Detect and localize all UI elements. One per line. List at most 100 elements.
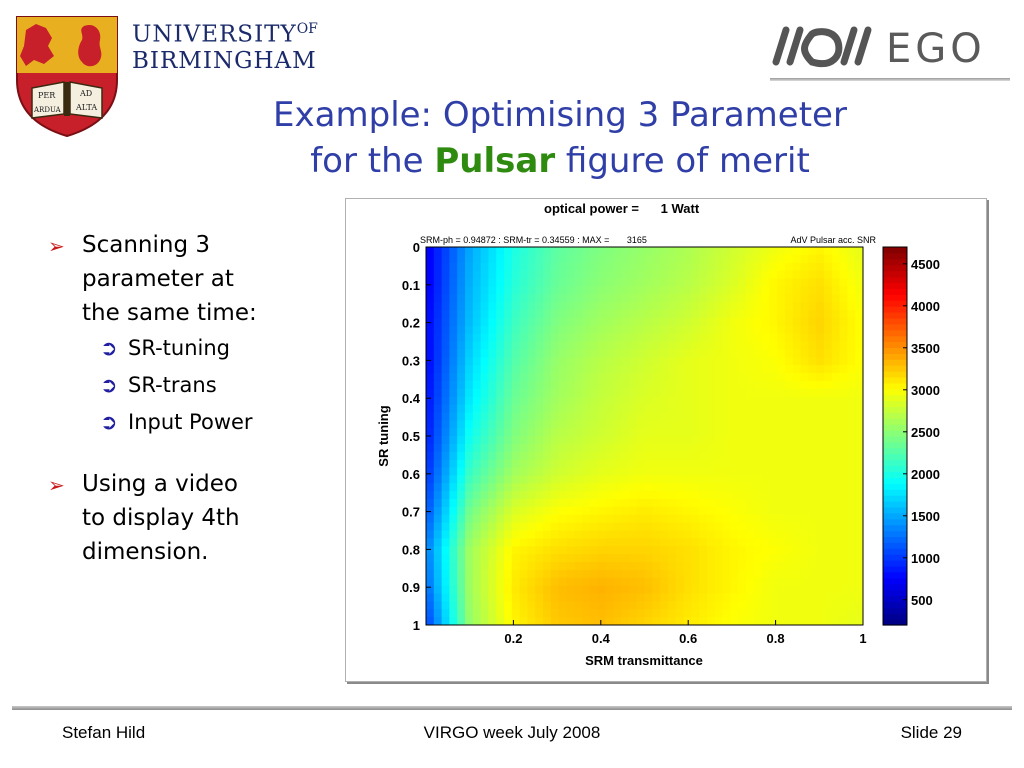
heatmap-cell [550, 617, 560, 625]
heatmap-cell [769, 569, 778, 579]
heatmap-cell [605, 577, 614, 587]
colorbar-segment [883, 288, 907, 295]
heatmap-cell [761, 349, 770, 358]
heatmap-cell [582, 467, 591, 476]
heatmap-cell [496, 388, 505, 398]
heatmap-cell [831, 341, 841, 350]
heatmap-cell [426, 609, 435, 618]
heatmap-cell [426, 467, 435, 476]
heatmap-cell [589, 459, 599, 469]
heatmap-cell [605, 546, 614, 555]
heatmap-cell [457, 514, 466, 524]
heatmap-cell [566, 609, 575, 618]
heatmap-cell [535, 310, 544, 319]
heatmap-cell [784, 530, 794, 539]
heatmap-cell [504, 499, 513, 508]
heatmap-cell [683, 373, 692, 382]
heatmap-cell [613, 577, 622, 587]
heatmap-cell [839, 396, 848, 406]
heatmap-cell [800, 270, 809, 280]
heatmap-cell [855, 483, 863, 492]
heatmap-cell [535, 270, 544, 280]
heatmap-cell [738, 254, 747, 264]
heatmap-cell [589, 514, 599, 524]
heatmap-cell [628, 310, 638, 319]
heatmap-cell [628, 593, 638, 602]
heatmap-cell [808, 310, 817, 319]
heatmap-cell [433, 333, 443, 343]
heatmap-cell [761, 317, 770, 327]
heatmap-cell [621, 388, 630, 398]
heatmap-cell [761, 278, 770, 287]
heatmap-cell [738, 310, 747, 319]
heatmap-cell [683, 333, 692, 343]
heatmap-cell [784, 373, 794, 382]
heatmap-cell [761, 412, 770, 421]
heatmap-cell [800, 373, 809, 382]
heatmap-cell [441, 459, 451, 469]
heatmap-cell [691, 294, 700, 303]
heatmap-cell [550, 373, 560, 382]
heatmap-cell [550, 278, 560, 287]
heatmap-cell [535, 617, 544, 625]
heatmap-cell [706, 357, 716, 366]
heatmap-cell [847, 302, 856, 311]
colorbar-segment [883, 323, 907, 331]
heatmap-cell [496, 294, 505, 303]
heatmap-cell [808, 475, 817, 484]
heatmap-cell [613, 262, 622, 272]
heatmap-cell [488, 577, 497, 587]
heatmap-cell [628, 396, 638, 406]
heatmap-cell [535, 404, 544, 413]
heatmap-cell [831, 546, 841, 555]
heatmap-cell [738, 562, 747, 571]
heatmap-cell [660, 262, 669, 272]
heatmap-cell [683, 530, 692, 539]
heatmap-cell [784, 467, 794, 476]
heatmap-cell [769, 317, 778, 327]
heatmap-cell [855, 546, 863, 555]
heatmap-cell [488, 562, 497, 571]
heatmap-cell [527, 522, 536, 532]
heatmap-cell [745, 562, 755, 571]
heatmap-cell [706, 506, 716, 516]
heatmap-cell [628, 601, 638, 610]
heatmap-cell [777, 546, 786, 555]
heatmap-cell [691, 412, 700, 421]
heatmap-cell [511, 609, 521, 618]
heatmap-cell [777, 262, 786, 272]
heatmap-cell [753, 302, 763, 311]
heatmap-cell [504, 286, 513, 295]
heatmap-cell [441, 278, 451, 287]
colorbar-tick-label: 4000 [911, 299, 940, 314]
heatmap-cell [426, 270, 435, 280]
heatmap-cell [543, 341, 552, 350]
heatmap-cell [574, 380, 583, 390]
heatmap-cell [839, 499, 848, 508]
heatmap-cell [808, 380, 817, 390]
heatmap-cell [683, 499, 692, 508]
heatmap-cell [769, 601, 778, 610]
heatmap-cell [784, 538, 794, 547]
heatmap-cell [816, 254, 825, 264]
heatmap-cell [465, 420, 474, 429]
heatmap-cell [667, 459, 677, 469]
heatmap-cell [722, 341, 731, 350]
colorbar-segment [883, 560, 907, 567]
heatmap-cell [667, 436, 677, 445]
heatmap-cell [784, 436, 794, 445]
heatmap-cell [769, 443, 778, 453]
heatmap-cell [738, 499, 747, 508]
bullet-text: to display 4th [82, 505, 240, 531]
heatmap-cell [511, 247, 521, 256]
heatmap-cell [582, 270, 591, 280]
heatmap-cell [449, 467, 458, 476]
heatmap-cell [480, 420, 490, 429]
heatmap-cell [441, 357, 451, 366]
sub-bullet-item: ➲ SR-tuning [48, 330, 338, 367]
heatmap-cell [792, 530, 802, 539]
heatmap-cell [433, 247, 443, 256]
heatmap-cell [574, 538, 583, 547]
heatmap-cell [465, 451, 474, 461]
heatmap-cell [769, 538, 778, 547]
